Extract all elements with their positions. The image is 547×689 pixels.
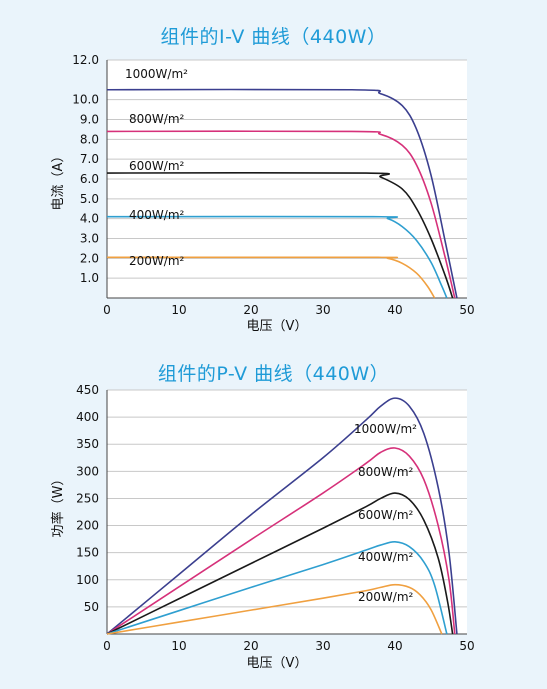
series-label: 800W/m² bbox=[129, 112, 185, 126]
series-label: 600W/m² bbox=[358, 508, 414, 522]
x-tick-label: 20 bbox=[243, 639, 258, 653]
series-line bbox=[106, 492, 454, 635]
iv-chart: 1.0 2.0 3.0 4.0 5.0 6.0 7.0 8.0 9.0 10.0 12.0 0 10 20… bbox=[51, 53, 475, 334]
iv-chart-title: 组件的I-V 曲线（440W） bbox=[160, 26, 387, 48]
x-tick-label: 40 bbox=[387, 639, 402, 653]
y-tick-label: 7.0 bbox=[80, 152, 99, 166]
x-tick-label: 0 bbox=[103, 303, 111, 317]
pv-chart-title: 组件的P-V 曲线（440W） bbox=[157, 363, 390, 385]
x-tick-label: 50 bbox=[459, 303, 474, 317]
y-tick-label: 200 bbox=[76, 519, 99, 533]
series-label: 200W/m² bbox=[358, 590, 414, 604]
x-tick-label: 10 bbox=[171, 639, 186, 653]
x-tick-label: 30 bbox=[315, 303, 330, 317]
y-tick-label: 300 bbox=[76, 464, 99, 478]
x-tick-label: 40 bbox=[387, 303, 402, 317]
series-label: 1000W/m² bbox=[125, 67, 188, 81]
y-tick-label: 100 bbox=[76, 573, 99, 587]
series-line bbox=[106, 215, 448, 299]
y-tick-label: 2.0 bbox=[80, 251, 99, 265]
y-tick-label: 6.0 bbox=[80, 172, 99, 186]
y-tick-label: 450 bbox=[76, 383, 99, 397]
series-label: 800W/m² bbox=[358, 465, 414, 479]
y-axis-label: 功率（W） bbox=[50, 473, 66, 538]
y-tick-label: 150 bbox=[76, 546, 99, 560]
series-line bbox=[106, 88, 458, 299]
x-tick-label: 10 bbox=[171, 303, 186, 317]
series-line bbox=[106, 397, 458, 635]
y-tick-label: 10.0 bbox=[72, 93, 99, 107]
series-line bbox=[106, 583, 443, 635]
y-axis-label: 电流（A） bbox=[51, 150, 66, 211]
series-line bbox=[106, 447, 456, 635]
x-axis-label: 电压（V） bbox=[247, 656, 308, 671]
y-tick-label: 3.0 bbox=[80, 232, 99, 246]
pv-chart: 50 100 150 200 250 300 350 400 450 0 10 20 30 40 50 电压（… bbox=[50, 383, 475, 671]
x-axis-label: 电压（V） bbox=[247, 319, 308, 334]
y-tick-label: 350 bbox=[76, 437, 99, 451]
x-tick-label: 20 bbox=[243, 303, 258, 317]
series-line bbox=[106, 256, 436, 299]
y-tick-label: 4.0 bbox=[80, 212, 99, 226]
y-tick-label: 9.0 bbox=[80, 113, 99, 127]
x-tick-label: 30 bbox=[315, 639, 330, 653]
series-label: 400W/m² bbox=[129, 208, 185, 222]
y-tick-label: 8.0 bbox=[80, 132, 99, 146]
x-tick-label: 50 bbox=[459, 639, 474, 653]
y-tick-label: 5.0 bbox=[80, 192, 99, 206]
y-tick-label: 250 bbox=[76, 491, 99, 505]
series-line bbox=[106, 130, 456, 299]
plot-area bbox=[107, 390, 467, 634]
series-line bbox=[106, 171, 454, 299]
y-tick-label: 1.0 bbox=[80, 271, 99, 285]
series-label: 1000W/m² bbox=[354, 422, 417, 436]
series-label: 600W/m² bbox=[129, 159, 185, 173]
y-tick-label: 12.0 bbox=[72, 53, 99, 67]
series-line bbox=[106, 541, 448, 635]
series-label: 200W/m² bbox=[129, 254, 185, 268]
series-label: 400W/m² bbox=[358, 550, 414, 564]
x-tick-label: 0 bbox=[103, 639, 111, 653]
y-tick-label: 400 bbox=[76, 410, 99, 424]
y-tick-label: 50 bbox=[84, 600, 99, 614]
